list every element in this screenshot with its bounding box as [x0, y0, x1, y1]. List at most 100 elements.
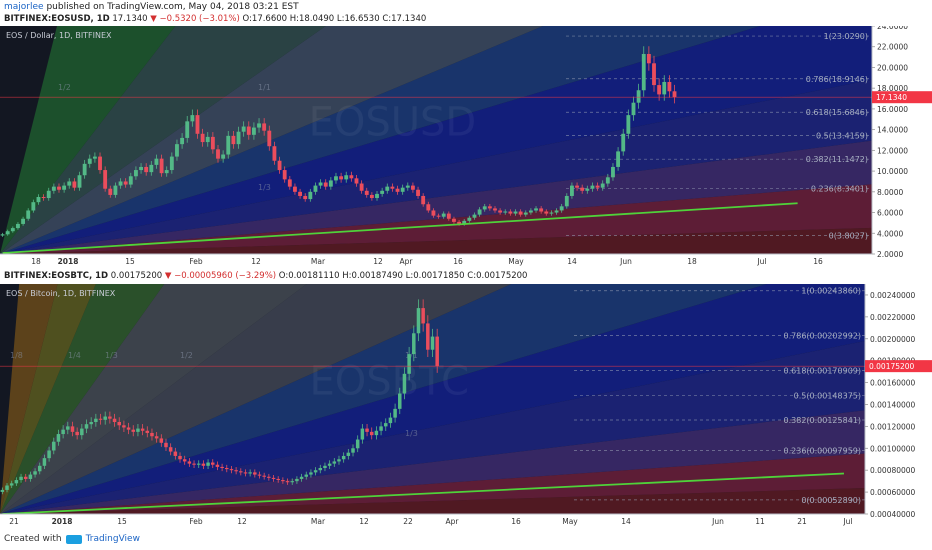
fib-level-label: 1(23.0290): [824, 32, 868, 41]
candle-body: [299, 476, 304, 479]
candle-body: [251, 127, 256, 135]
candle-body: [206, 462, 210, 466]
fan-label: 1/2: [58, 83, 71, 92]
candle-body: [360, 428, 365, 440]
candle-body: [42, 458, 47, 466]
candle-body: [621, 133, 626, 152]
fan-band-6: [0, 26, 543, 254]
fib-level-label: 0.786(18.9146): [806, 75, 868, 84]
candle-body: [393, 408, 397, 418]
candle-body: [354, 178, 359, 184]
candle-body: [341, 455, 346, 460]
candle-body: [159, 158, 164, 174]
candle-body: [216, 149, 220, 159]
y-tick-label: 0.00160000: [870, 379, 916, 388]
chart-panel-eosusd[interactable]: EOSUSD 1/2 1/1 1/3 1(23.0290) 0.786(18.9146) 0…: [0, 26, 932, 268]
x-tick-label: 2018: [58, 257, 79, 266]
price-tag: [865, 360, 932, 373]
candle-body: [416, 308, 421, 334]
candle-body: [426, 204, 431, 211]
candle-body: [559, 206, 564, 211]
candle-body: [77, 175, 82, 188]
candle-body: [168, 447, 173, 452]
candle-body: [395, 188, 400, 192]
candle-body: [62, 185, 67, 190]
candle-body: [36, 197, 41, 203]
x-tick-label: 12: [373, 257, 383, 266]
fan-band-10: [0, 284, 58, 514]
candle-body: [57, 186, 61, 190]
x-tick-label: Feb: [189, 517, 203, 526]
candle-body: [210, 462, 215, 465]
y-tick-label: 10.0000: [877, 167, 908, 176]
x-tick-label: 15: [117, 517, 127, 526]
fan-label: 1/1: [258, 83, 271, 92]
candle-body: [641, 53, 646, 91]
candle-body: [5, 485, 9, 490]
candle-body: [369, 431, 374, 436]
price-tag: [872, 91, 932, 104]
chart-eosbtc[interactable]: EOSBTC 1/8 1/4 1/3 1/2 1/1 1/3 1(0.00243860) 0.7…: [0, 284, 932, 528]
candle-body: [472, 214, 477, 218]
y-tick-label: 14.0000: [877, 126, 908, 135]
candle-body: [554, 210, 559, 213]
candle-body: [435, 336, 439, 367]
candle-body: [150, 432, 154, 437]
candle-body: [26, 210, 31, 219]
x-tick-label: Jul: [756, 257, 766, 266]
fib-level-label: 1(0.00243860): [801, 287, 861, 296]
y-tick-label: 0.00040000: [870, 510, 916, 519]
fan-band-7: [0, 26, 326, 254]
footer: Created with TradingView: [4, 534, 140, 544]
candle-body: [182, 459, 187, 462]
chart-eosusd[interactable]: EOSUSD 1/2 1/1 1/3 1(23.0290) 0.786(18.9146) 0…: [0, 26, 932, 268]
candle-body: [570, 185, 574, 196]
fan-band-5: [0, 26, 761, 254]
author-link[interactable]: majorlee: [4, 2, 44, 12]
candle-body: [441, 213, 446, 217]
last-price: 17.1340: [109, 14, 151, 24]
candle-body: [113, 185, 118, 195]
candle-body: [405, 185, 410, 188]
watermark: EOSUSD: [309, 99, 477, 145]
tradingview-link[interactable]: TradingView: [85, 534, 140, 544]
candle-body: [84, 424, 89, 429]
candle-body: [52, 441, 56, 451]
candle-body: [5, 231, 10, 235]
y-tick-label: 6.0000: [877, 209, 903, 218]
candle-body: [293, 186, 297, 192]
candle-body: [410, 185, 415, 190]
candle-body: [94, 418, 98, 422]
candle-body: [528, 210, 533, 213]
candle-body: [164, 442, 168, 448]
fan-band-4: [0, 284, 865, 514]
candle-body: [117, 422, 121, 426]
candle-body: [0, 234, 5, 236]
x-axis-area: [0, 514, 865, 528]
candle-body: [513, 211, 518, 214]
fan-band-1: [0, 184, 872, 254]
candle-body: [375, 193, 379, 199]
candle-body: [600, 183, 605, 188]
candle-body: [313, 185, 318, 192]
candle-body: [72, 181, 77, 188]
candle-body: [21, 218, 26, 224]
x-tick-label: 22: [403, 517, 413, 526]
price-change: ▼ −0.5320 (−3.01%): [150, 14, 240, 24]
candle-body: [154, 436, 159, 439]
candle-body: [126, 427, 131, 430]
x-tick-label: 16: [813, 257, 823, 266]
candle-body: [523, 212, 528, 215]
candle-body: [75, 431, 79, 436]
x-tick-label: 14: [621, 517, 631, 526]
fib-level-label: 0.382(0.00125841): [784, 416, 862, 425]
candle-body: [605, 177, 610, 184]
candle-body: [477, 209, 482, 215]
candle-body: [173, 451, 178, 456]
y-tick-label: 22.0000: [877, 43, 908, 52]
candle-body: [257, 123, 261, 128]
chart-panel-eosbtc[interactable]: EOSBTC 1/8 1/4 1/3 1/2 1/1 1/3 1(0.00243860) 0.7…: [0, 284, 932, 528]
candle-body: [549, 212, 554, 214]
candle-body: [337, 459, 341, 462]
trendline: [2, 472, 845, 515]
